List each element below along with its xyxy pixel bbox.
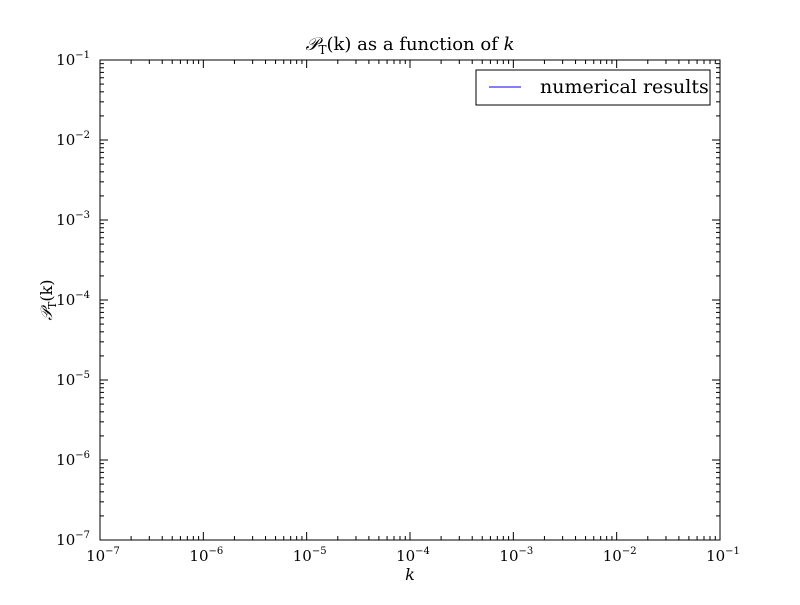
x-tick-label-base: 10 [706, 547, 725, 565]
axis-tick-labels: 10−7 10−6 10−5 10−4 10−3 10−2 10−110−710−610−5… [56, 50, 740, 565]
y-tick-label-base: 10 [56, 211, 75, 229]
x-tick-label-base: 10 [86, 547, 105, 565]
title-argument: (k) [326, 34, 351, 55]
plot-frame [99, 59, 721, 541]
x-tick-label-exponent: −6 [209, 546, 224, 557]
x-tick-label-exponent: −7 [105, 546, 120, 557]
x-tick-label-base: 10 [603, 547, 622, 565]
y-tick-label-base: 10 [56, 131, 75, 149]
y-tick-label-base: 10 [56, 291, 75, 309]
y-tick-label-base: 10 [56, 51, 75, 69]
y-tick-label-exponent: −4 [75, 290, 90, 301]
title-subscript: T [318, 43, 326, 57]
y-tick-label-exponent: −3 [75, 210, 90, 221]
y-tick-label: 10−1 [56, 50, 90, 69]
chart-title: 𝒫T(k) as a function of k [305, 34, 514, 57]
title-variable: k [504, 34, 515, 55]
x-tick-label-base: 10 [189, 547, 208, 565]
y-tick-label-base: 10 [56, 451, 75, 469]
y-tick-label: 10−2 [56, 130, 90, 149]
y-tick-label-base: 10 [56, 531, 75, 549]
y-tick-label: 10−5 [56, 370, 90, 389]
x-tick-label-exponent: −5 [312, 546, 327, 557]
y-tick-label-exponent: −1 [75, 50, 90, 61]
y-axis-label: 𝒫T(k) [37, 279, 59, 320]
y-tick-label-exponent: −5 [75, 370, 90, 381]
y-label-argument: (k) [37, 279, 56, 301]
axis-ticks [99, 59, 721, 541]
x-tick-label: 10−3 [499, 546, 533, 565]
y-label-subscript: T [46, 301, 59, 309]
x-tick-label-exponent: −1 [725, 546, 740, 557]
x-tick-label-exponent: −3 [519, 546, 534, 557]
y-tick-label: 10−3 [56, 210, 90, 229]
x-tick-label-base: 10 [293, 547, 312, 565]
x-tick-label: 10−1 [706, 546, 740, 565]
x-tick-label: 10−5 [293, 546, 327, 565]
legend: numerical results [475, 69, 711, 106]
x-tick-label-exponent: −2 [622, 546, 637, 557]
x-tick-label-base: 10 [499, 547, 518, 565]
y-tick-label-exponent: −6 [75, 450, 90, 461]
x-tick-label-base: 10 [396, 547, 415, 565]
y-tick-label-exponent: −7 [75, 530, 90, 541]
x-tick-label: 10−2 [603, 546, 637, 565]
x-axis-label: k [405, 565, 415, 584]
x-tick-label: 10−7 [86, 546, 120, 565]
y-tick-label: 10−6 [56, 450, 90, 469]
legend-label: numerical results [540, 76, 709, 98]
x-tick-label-exponent: −4 [415, 546, 430, 557]
title-suffix: as a function of [351, 34, 503, 55]
y-tick-label-base: 10 [56, 371, 75, 389]
y-tick-label: 10−7 [56, 530, 90, 549]
y-tick-label-exponent: −2 [75, 130, 90, 141]
x-tick-label: 10−6 [189, 546, 223, 565]
x-tick-label: 10−4 [396, 546, 430, 565]
y-tick-label: 10−4 [56, 290, 90, 309]
